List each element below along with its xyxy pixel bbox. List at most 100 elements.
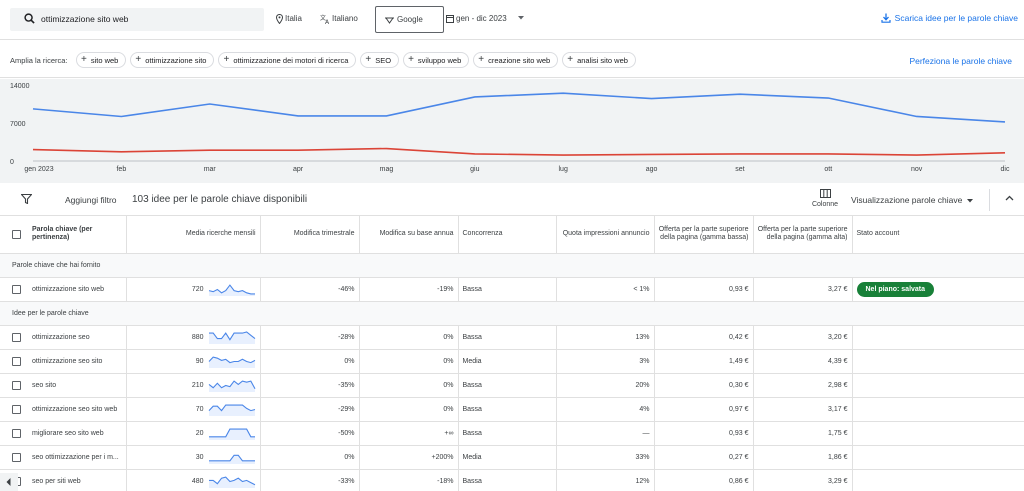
keyword-text: ottimizzazione sito web bbox=[32, 285, 104, 293]
quarterly-change-header[interactable]: Modifica trimestrale bbox=[260, 216, 360, 254]
row-checkbox[interactable] bbox=[12, 284, 21, 294]
volume-value: 90 bbox=[195, 357, 204, 365]
plus-icon: + bbox=[135, 54, 142, 65]
impression-share-header[interactable]: Quota impressioni annuncio bbox=[556, 216, 655, 254]
keyword-header[interactable]: Parola chiave (per pertinenza) bbox=[0, 216, 127, 254]
volume-wrap: 30 bbox=[131, 450, 256, 464]
bid-low-cell: 0,93 € bbox=[654, 421, 754, 446]
download-ideas-button[interactable]: Scarica idee per le parole chiave bbox=[881, 13, 1018, 23]
account-status-cell bbox=[852, 325, 1024, 350]
view-label: Visualizzazione parole chiave bbox=[851, 195, 963, 205]
table-row[interactable]: seo ottimizzazione per i m... 30 0% +200% Me… bbox=[0, 445, 1024, 470]
bid-high-cell: 3,27 € bbox=[753, 277, 853, 302]
status-badge[interactable]: Nel piano: salvata bbox=[856, 281, 935, 297]
sparkline-area bbox=[208, 332, 255, 344]
volume-wrap: 480 bbox=[131, 474, 256, 488]
impression-share-cell: 33% bbox=[556, 445, 655, 470]
trend-sparkline bbox=[208, 428, 255, 440]
quarterly-change-cell: -35% bbox=[260, 373, 360, 398]
volume-value: 720 bbox=[191, 285, 204, 293]
keyword-cell: ottimizzazione seo sito bbox=[0, 349, 127, 374]
y-tick-label: 14000 bbox=[10, 83, 30, 90]
yoy-change-header[interactable]: Modifica su base annua bbox=[359, 216, 459, 254]
table-row[interactable]: migliorare seo sito web 20 -50% +∞ Bassa —0,9… bbox=[0, 421, 1024, 446]
volume-cell: 30 bbox=[126, 445, 261, 470]
row-checkbox[interactable] bbox=[12, 356, 21, 366]
chevron-up-icon[interactable] bbox=[1005, 195, 1014, 201]
competition-cell: Bassa bbox=[458, 397, 557, 422]
quarterly-change-cell: -29% bbox=[260, 397, 360, 422]
suggestion-chip[interactable]: + ottimizzazione sito bbox=[130, 52, 215, 68]
columns-button[interactable]: Colonne bbox=[810, 189, 840, 208]
suggestion-chip[interactable]: + ottimizzazione dei motori di ricerca bbox=[218, 52, 357, 68]
keyword-text: seo ottimizzazione per i m... bbox=[32, 453, 119, 461]
chevron-down-icon bbox=[967, 198, 974, 203]
download-icon bbox=[881, 13, 891, 23]
sparkline-line bbox=[208, 476, 255, 486]
account-status-header[interactable]: Stato account bbox=[852, 216, 1024, 254]
chip-label: ottimizzazione dei motori di ricerca bbox=[233, 55, 349, 65]
search-volume-chart: 14000 7000 0 gen 2023 feb mar apr mag giu lug ago s… bbox=[0, 79, 1024, 183]
bid-high-header[interactable]: Offerta per la parte superiore della pag… bbox=[753, 216, 853, 254]
table-body: Parole chiave che hai fornito ottimizzazi… bbox=[0, 253, 1024, 491]
search-input[interactable]: ottimizzazione sito web bbox=[10, 8, 264, 31]
view-selector[interactable]: Visualizzazione parole chiave bbox=[851, 195, 974, 205]
quarterly-change-cell: 0% bbox=[260, 445, 360, 470]
impression-share-cell: — bbox=[556, 421, 655, 446]
bid-low-header[interactable]: Offerta per la parte superiore della pag… bbox=[654, 216, 754, 254]
bid-high-cell: 3,29 € bbox=[753, 469, 853, 491]
keyword-cell: seo per siti web bbox=[0, 469, 127, 491]
impression-share-cell: < 1% bbox=[556, 277, 655, 302]
row-checkbox[interactable] bbox=[12, 452, 21, 462]
competition-cell: Bassa bbox=[458, 325, 557, 350]
x-tick-label: dic bbox=[1001, 166, 1010, 173]
filter-icon[interactable] bbox=[21, 194, 32, 204]
volume-value: 210 bbox=[191, 381, 204, 389]
sparkline-area bbox=[208, 381, 255, 392]
bid-low-cell: 0,30 € bbox=[654, 373, 754, 398]
download-label: Scarica idee per le parole chiave bbox=[894, 13, 1018, 23]
suggestion-chip[interactable]: + SEO bbox=[360, 52, 400, 68]
row-checkbox[interactable] bbox=[12, 332, 21, 342]
bid-high-cell: 2,98 € bbox=[753, 373, 853, 398]
chevron-left-icon bbox=[6, 478, 11, 486]
quarterly-change-cell: 0% bbox=[260, 349, 360, 374]
add-filter-button[interactable]: Aggiungi filtro bbox=[65, 195, 117, 205]
sparkline-area bbox=[208, 455, 255, 464]
search-icon bbox=[24, 13, 35, 24]
yoy-change-cell: 0% bbox=[359, 397, 459, 422]
quarterly-change-cell: -50% bbox=[260, 421, 360, 446]
competition-header[interactable]: Concorrenza bbox=[458, 216, 557, 254]
row-checkbox[interactable] bbox=[12, 380, 21, 390]
table-row[interactable]: seo per siti web 480 -33% -18% Bassa 12% 0,86 … bbox=[0, 469, 1024, 491]
suggestion-chip[interactable]: + sviluppo web bbox=[403, 52, 470, 68]
table-row[interactable]: ottimizzazione seo sito 90 0% 0% Media 3% 1,49… bbox=[0, 349, 1024, 374]
row-checkbox[interactable] bbox=[12, 428, 21, 438]
volume-value: 30 bbox=[195, 453, 204, 461]
scroll-left-button[interactable] bbox=[0, 473, 18, 491]
table-row[interactable]: ottimizzazione seo sito web 70 -29% 0% Bassa… bbox=[0, 397, 1024, 422]
x-tick-label: giu bbox=[470, 166, 479, 173]
network-selector[interactable]: Google bbox=[375, 6, 444, 33]
yoy-change-cell: +∞ bbox=[359, 421, 459, 446]
table-row[interactable]: seo sito 210 -35% 0% Bassa 20% 0,30 €2,98 € bbox=[0, 373, 1024, 398]
suggestion-chip[interactable]: + analisi sito web bbox=[562, 52, 636, 68]
keyword-cell: seo sito bbox=[0, 373, 127, 398]
keyword-cell: ottimizzazione seo sito web bbox=[0, 397, 127, 422]
bid-low-cell: 0,86 € bbox=[654, 469, 754, 491]
bid-low-cell: 0,42 € bbox=[654, 325, 754, 350]
keyword-text: ottimizzazione seo sito bbox=[32, 357, 103, 365]
chip-label: SEO bbox=[375, 55, 392, 65]
refine-keywords-button[interactable]: Perfeziona le parole chiave bbox=[909, 56, 1012, 66]
row-checkbox[interactable] bbox=[12, 404, 21, 414]
table-row[interactable]: ottimizzazione sito web 720 -46% -19% Bassa <… bbox=[0, 277, 1024, 302]
suggestion-chip[interactable]: + creazione sito web bbox=[473, 52, 559, 68]
plus-icon: + bbox=[567, 54, 574, 65]
select-all-checkbox[interactable] bbox=[12, 229, 21, 239]
bid-high-cell: 3,20 € bbox=[753, 325, 853, 350]
x-tick-label: feb bbox=[116, 166, 126, 173]
suggestion-chip[interactable]: + sito web bbox=[76, 52, 127, 68]
x-tick-label: apr bbox=[293, 166, 304, 173]
table-row[interactable]: ottimizzazione seo 880 -28% 0% Bassa 13% 0,42 … bbox=[0, 325, 1024, 350]
volume-header[interactable]: Media ricerche mensili bbox=[126, 216, 261, 254]
